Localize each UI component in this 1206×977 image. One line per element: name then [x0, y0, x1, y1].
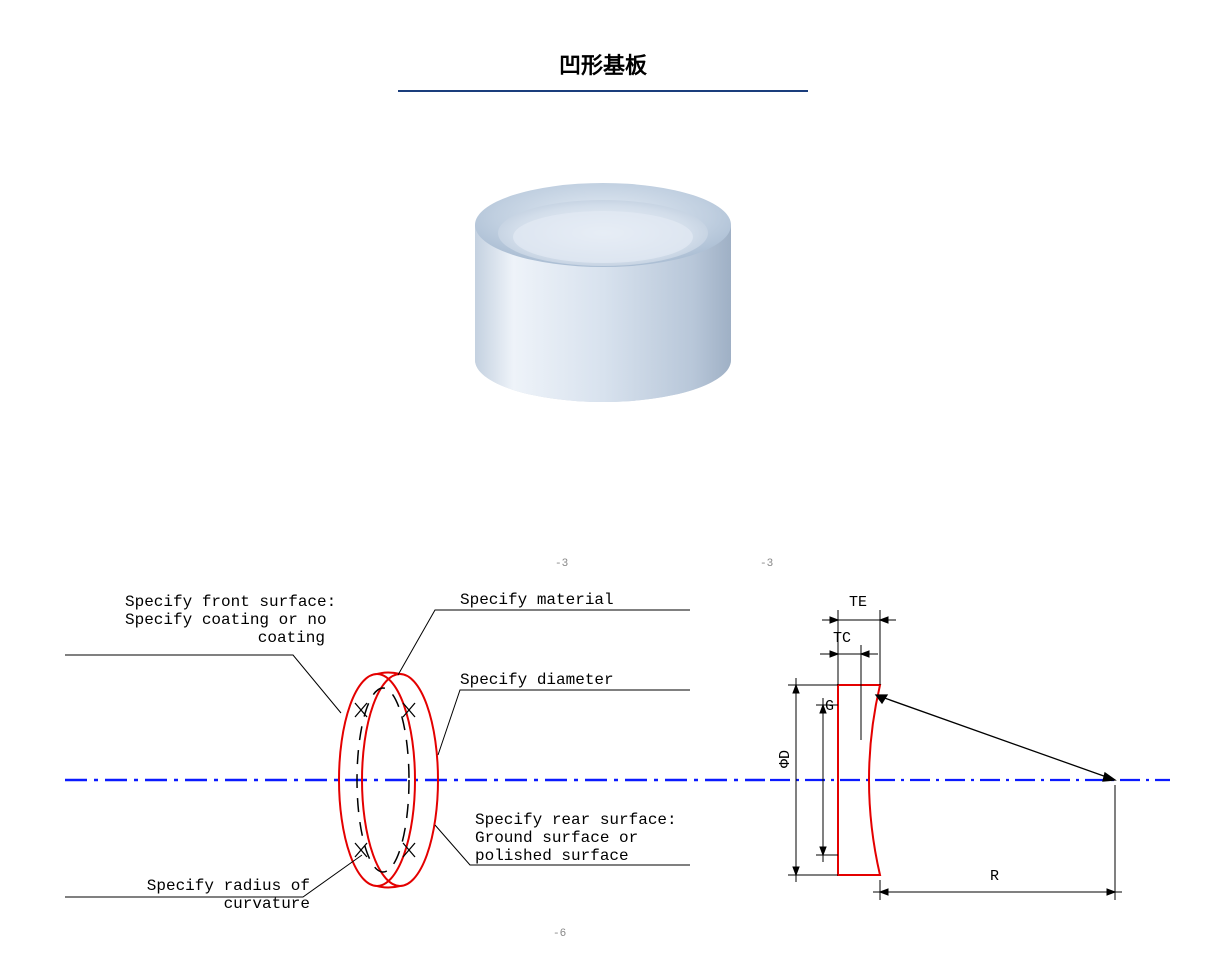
- label-diameter: Specify diameter: [460, 671, 614, 689]
- lens-photo-svg: [453, 145, 753, 425]
- diagram-right-svg: [770, 590, 1170, 930]
- label-radius: Specify radius of curvature: [140, 877, 310, 913]
- label-G: G: [825, 698, 834, 715]
- small-number-bottom: -6: [553, 928, 566, 940]
- title-underline: [398, 90, 808, 92]
- lens-photo: [453, 145, 753, 430]
- label-R: R: [990, 868, 999, 885]
- label-TC: TC: [833, 630, 851, 647]
- page-title: 凹形基板: [398, 48, 808, 90]
- title-section: 凹形基板: [398, 48, 808, 92]
- label-front-surface: Specify front surface: Specify coating o…: [125, 593, 325, 647]
- diagram-left: Specify front surface: Specify coating o…: [65, 555, 765, 945]
- label-TE: TE: [849, 594, 867, 611]
- diagram-right: TE TC G ΦD R: [770, 590, 1170, 920]
- label-material: Specify material: [460, 591, 614, 609]
- label-rear-surface: Specify rear surface: Ground surface or …: [475, 811, 677, 865]
- label-phiD: ΦD: [777, 750, 794, 768]
